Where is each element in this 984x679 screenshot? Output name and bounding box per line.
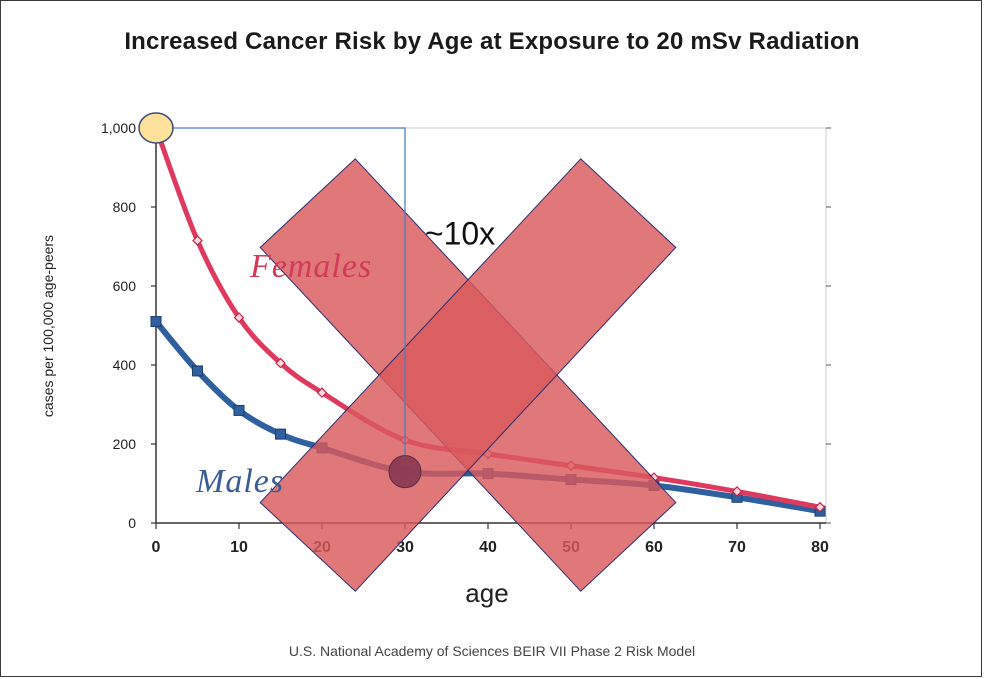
- highlight-circle-top: [138, 112, 174, 144]
- series-label-males: Males: [195, 463, 284, 500]
- data-point-females: [731, 486, 743, 497]
- x-axis-label: age: [465, 578, 508, 608]
- annotations: Females Males ~10x: [138, 112, 495, 500]
- annotation-ratio: ~10x: [425, 216, 495, 252]
- highlight-circle-bottom: [388, 455, 422, 489]
- source-note: U.S. National Academy of Sciences BEIR V…: [288, 643, 696, 659]
- x-tick-label: 0: [152, 539, 161, 556]
- data-point-males: [192, 365, 203, 377]
- cross-out-overlay: [259, 158, 677, 592]
- cross-bar-2: [259, 158, 677, 592]
- series-label-females: Females: [249, 248, 372, 285]
- y-tick-label: 1,000: [101, 120, 136, 136]
- x-tick-label: 10: [230, 539, 248, 556]
- data-point-males: [275, 428, 286, 440]
- y-tick-label: 400: [113, 357, 137, 373]
- data-point-females: [316, 387, 328, 398]
- y-tick-label: 200: [113, 436, 137, 452]
- x-tick-label: 70: [728, 539, 746, 556]
- x-tick-label: 60: [645, 539, 663, 556]
- data-point-males: [150, 316, 162, 328]
- data-point-females: [233, 312, 245, 323]
- data-point-females: [814, 501, 826, 513]
- x-tick-label: 80: [811, 539, 829, 556]
- y-tick-label: 0: [128, 515, 136, 531]
- y-tick-label: 800: [113, 199, 137, 215]
- chart-title: Increased Cancer Risk by Age at Exposure…: [124, 28, 860, 55]
- y-axis-label: cases per 100,000 age-peers: [40, 235, 56, 417]
- data-point-females: [192, 235, 203, 246]
- x-tick-label: 40: [479, 539, 497, 556]
- data-point-males: [233, 404, 245, 416]
- y-tick-label: 600: [113, 278, 137, 294]
- cross-mark: [259, 158, 677, 592]
- data-point-females: [275, 357, 286, 369]
- comparison-guide-line: [156, 127, 406, 472]
